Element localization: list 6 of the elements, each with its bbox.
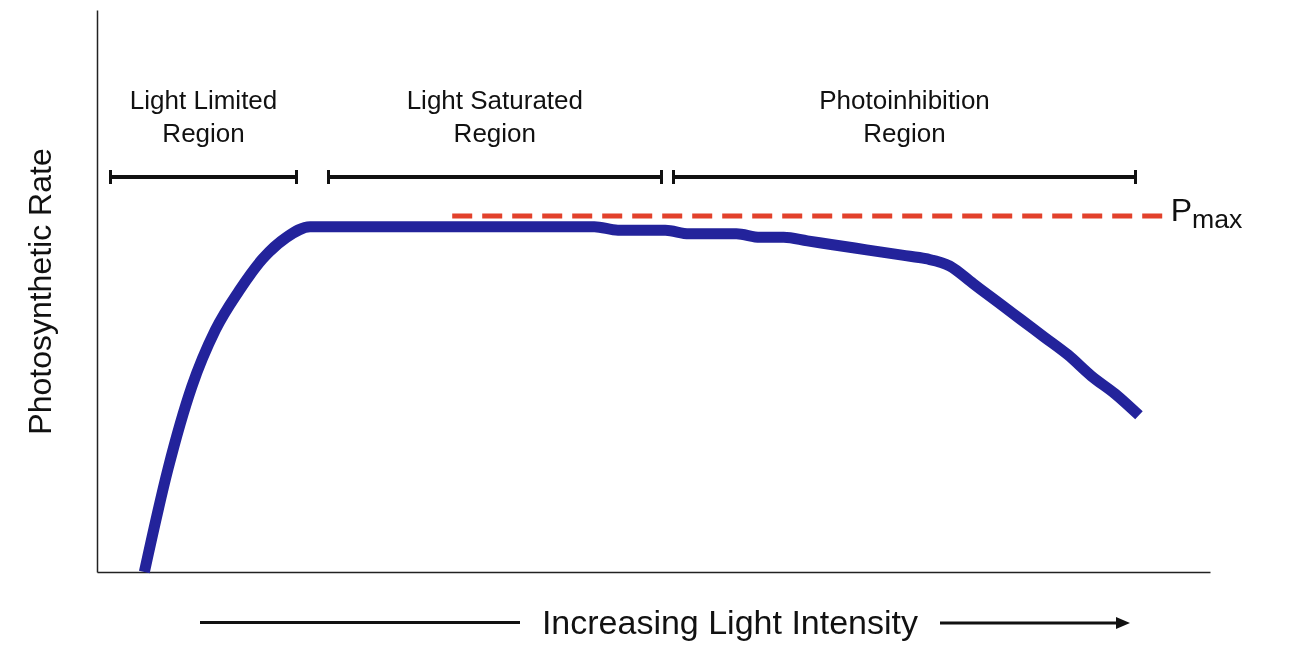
text: Light Saturated Region xyxy=(406,84,584,149)
text: Photoinhibition Region xyxy=(819,84,990,149)
x-axis-title: Increasing Light Intensity xyxy=(540,603,919,642)
text: Light Limited Region xyxy=(129,84,278,149)
y-axis-title: Photosynthetic Rate xyxy=(21,148,58,435)
series-label: P$_{max}$ xyxy=(1170,192,1243,236)
